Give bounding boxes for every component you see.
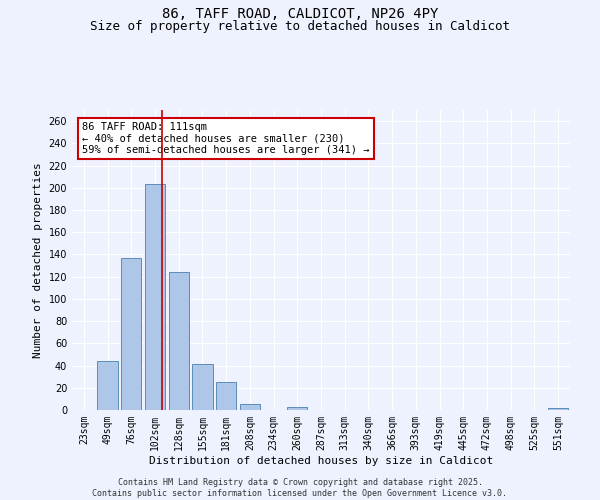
Bar bbox=[145, 184, 165, 410]
Bar bbox=[548, 408, 568, 410]
Bar bbox=[287, 406, 307, 410]
Bar bbox=[97, 361, 118, 410]
Bar bbox=[121, 258, 142, 410]
Bar bbox=[240, 404, 260, 410]
X-axis label: Distribution of detached houses by size in Caldicot: Distribution of detached houses by size … bbox=[149, 456, 493, 466]
Y-axis label: Number of detached properties: Number of detached properties bbox=[33, 162, 43, 358]
Bar bbox=[193, 364, 212, 410]
Text: 86, TAFF ROAD, CALDICOT, NP26 4PY: 86, TAFF ROAD, CALDICOT, NP26 4PY bbox=[162, 8, 438, 22]
Text: 86 TAFF ROAD: 111sqm
← 40% of detached houses are smaller (230)
59% of semi-deta: 86 TAFF ROAD: 111sqm ← 40% of detached h… bbox=[82, 122, 370, 155]
Bar bbox=[216, 382, 236, 410]
Text: Size of property relative to detached houses in Caldicot: Size of property relative to detached ho… bbox=[90, 20, 510, 33]
Text: Contains HM Land Registry data © Crown copyright and database right 2025.
Contai: Contains HM Land Registry data © Crown c… bbox=[92, 478, 508, 498]
Bar bbox=[169, 272, 189, 410]
